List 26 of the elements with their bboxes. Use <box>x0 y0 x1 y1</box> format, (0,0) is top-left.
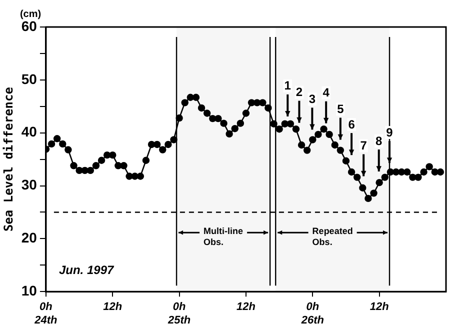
annotation: 4 <box>322 86 330 100</box>
y-tick-label: 10 <box>21 282 38 298</box>
y-tick-label: 30 <box>21 176 38 193</box>
x-tick-label: 0h 25th <box>167 301 191 326</box>
annotation: 3 <box>308 92 316 106</box>
annotation: 9 <box>386 125 394 140</box>
x-tick-label: 12h <box>370 301 390 314</box>
band-label: Repeated Obs. <box>312 226 353 248</box>
x-tick-label: 12h <box>236 301 256 314</box>
annotation: 1 <box>284 78 292 93</box>
x-tick-label: 0h 24th <box>34 301 58 326</box>
y-tick-label: 60 <box>21 18 38 34</box>
annotation: 8 <box>376 134 383 148</box>
x-tick-label: 0h 26th <box>300 301 324 326</box>
y-tick-label: 40 <box>21 124 38 140</box>
annotation: Jun. 1997 <box>58 262 115 277</box>
annotation: 2 <box>296 85 303 100</box>
text: (cm) <box>20 8 42 20</box>
y-axis-title: Sea Level difference <box>1 87 16 232</box>
x-tick-label: 12h <box>103 301 122 314</box>
y-tick-label: 50 <box>21 70 38 87</box>
annotation: 7 <box>360 138 368 153</box>
y-tick-label: 20 <box>21 230 38 246</box>
annotation: 5 <box>337 102 344 116</box>
band-label: Multi-line Obs. <box>204 226 244 248</box>
annotation: 6 <box>348 117 356 132</box>
